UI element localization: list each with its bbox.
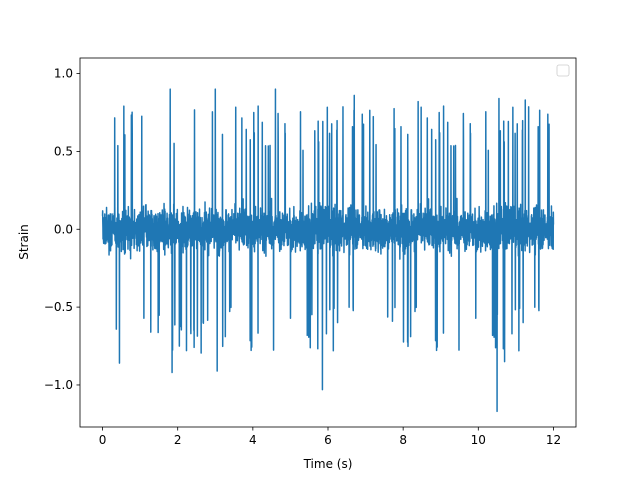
y-tick-label: −0.5 — [44, 300, 73, 314]
x-tick-label: 10 — [471, 433, 486, 447]
x-axis-label: Time (s) — [303, 457, 353, 471]
x-tick-label: 0 — [99, 433, 107, 447]
legend — [556, 64, 570, 77]
y-tick-label: 1.0 — [54, 67, 73, 81]
x-tick-label: 4 — [249, 433, 257, 447]
x-axis: 0 2 4 6 8 10 12 — [99, 427, 561, 447]
x-tick-label: 2 — [174, 433, 182, 447]
x-tick-label: 12 — [546, 433, 561, 447]
x-tick-label: 8 — [399, 433, 407, 447]
y-tick-label: 0.5 — [54, 144, 73, 158]
strain-series-line — [101, 88, 555, 413]
x-tick-label: 6 — [324, 433, 332, 447]
y-axis: −1.0 −0.5 0.0 0.5 1.0 — [44, 67, 80, 392]
y-axis-label: Strain — [17, 224, 31, 260]
y-tick-label: 0.0 — [54, 222, 73, 236]
series-layer — [101, 88, 555, 413]
y-tick-label: −1.0 — [44, 378, 73, 392]
